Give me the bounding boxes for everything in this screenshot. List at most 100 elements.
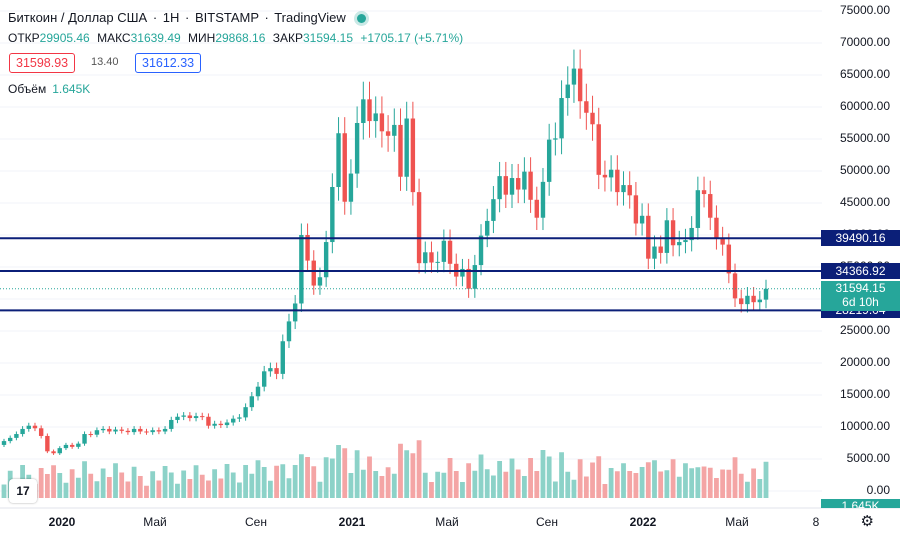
candle-body [76, 443, 81, 447]
candle-body [317, 277, 323, 286]
volume-bar [416, 440, 422, 498]
candle-body [1, 441, 7, 445]
candle-body [187, 415, 193, 419]
volume-value: 1.645K [52, 82, 91, 96]
volume-legend[interactable]: Объём 1.645K [8, 82, 90, 96]
volume-bar [540, 450, 546, 498]
volume-bar [63, 482, 69, 498]
price-candles [1, 49, 769, 455]
candle-body [193, 416, 199, 419]
candle-body [69, 444, 75, 447]
volume-bar [224, 464, 230, 498]
price-axis-tick: 15000.00 [839, 387, 890, 401]
candle-body [361, 99, 366, 123]
market-open-dot-icon [357, 14, 367, 24]
gear-icon[interactable]: ⚙ [860, 513, 874, 530]
candle-body [305, 235, 310, 261]
volume-bar [460, 482, 465, 498]
high-value: 31639.49 [130, 31, 181, 45]
price-axis-tick: 0.00 [866, 483, 890, 497]
buy-price-button[interactable]: 31612.33 [135, 53, 202, 73]
low-value: 29868.16 [215, 31, 266, 45]
candle-body [726, 244, 732, 274]
candle-body [677, 242, 682, 246]
candle-body [590, 112, 595, 125]
candle-body [546, 139, 552, 182]
volume-bar [292, 465, 298, 498]
volume-axis-tag: 1.645K [821, 499, 900, 508]
volume-label: Объём [8, 82, 47, 96]
time-axis-label: Май [435, 515, 459, 529]
volume-bar [119, 472, 125, 498]
platform-label: TradingView [274, 10, 346, 25]
candle-body [732, 273, 738, 299]
volume-bar [732, 457, 738, 498]
candle-body [32, 425, 38, 429]
candle-body [82, 434, 87, 444]
time-axis-label: 2021 [338, 515, 366, 529]
volume-bar [714, 478, 719, 498]
tradingview-logo-icon[interactable]: 17 [9, 479, 37, 503]
candle-body [274, 368, 279, 374]
candle-body [119, 429, 124, 431]
volume-bar [106, 477, 112, 498]
volume-bar [546, 456, 552, 498]
candle-body [751, 295, 756, 303]
candle-body [150, 430, 155, 433]
volume-bar [237, 482, 242, 498]
candle-body [243, 407, 248, 418]
candle-body [385, 131, 391, 136]
exchange-label: BITSTAMP [195, 10, 259, 25]
candle-body [113, 429, 118, 432]
candle-body [602, 174, 608, 178]
candle-body [392, 124, 397, 136]
volume-bar [528, 458, 533, 498]
volume-bar [243, 465, 249, 498]
volume-bar [88, 473, 94, 498]
time-axis-label: Сен [245, 515, 267, 529]
price-axis-tick: 65000.00 [839, 67, 890, 81]
low-label: МИН [188, 31, 216, 45]
volume-bar [509, 458, 515, 498]
candle-body [664, 220, 670, 253]
volume-bar [515, 469, 521, 498]
volume-bar [360, 469, 366, 498]
volume-bar [726, 469, 732, 498]
volume-bar [472, 470, 478, 498]
horizontal-levels[interactable] [0, 237, 822, 312]
volume-bar [82, 461, 87, 498]
volume-bar [639, 467, 645, 498]
candle-body [249, 396, 255, 408]
volume-bar [596, 456, 602, 498]
volume-bar [367, 456, 372, 498]
candle-body [100, 428, 106, 431]
candle-body [627, 185, 632, 196]
sell-price-button[interactable]: 31598.93 [9, 53, 76, 73]
candle-body [509, 178, 515, 195]
volume-bar [435, 471, 441, 498]
current-price-tag: 31594.15 6d 10h [821, 280, 900, 311]
volume-bar [385, 467, 391, 498]
candle-body [683, 240, 688, 243]
open-label: ОТКР [8, 31, 40, 45]
close-label: ЗАКР [272, 31, 303, 45]
candle-body [522, 171, 527, 190]
candle-body [379, 113, 385, 132]
time-axis-label: Сен [536, 515, 558, 529]
candle-body [26, 425, 31, 429]
candle-body [255, 386, 261, 397]
candle-body [701, 190, 707, 195]
volume-bar [193, 465, 199, 498]
symbol-legend[interactable]: Биткоин / Доллар США · 1Н · BITSTAMP · T… [8, 10, 367, 25]
volume-bar [317, 481, 323, 498]
candle-body [429, 252, 434, 263]
volume-bar [751, 468, 757, 498]
price-axis-tick: 10000.00 [839, 419, 890, 433]
volume-bar [391, 473, 397, 498]
candle-body [156, 430, 162, 432]
candle-body [435, 261, 440, 263]
price-axis-tick: 55000.00 [839, 131, 890, 145]
volume-bar [57, 473, 63, 498]
change-value: +1705.17 (+5.71%) [360, 31, 464, 45]
